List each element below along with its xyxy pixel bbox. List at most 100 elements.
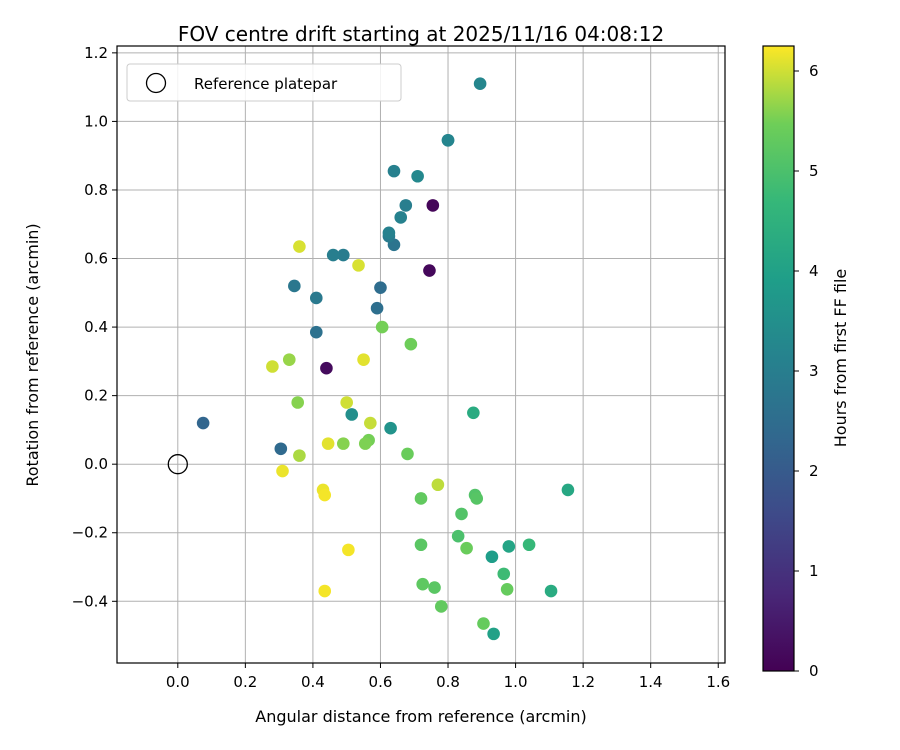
- data-point: [352, 259, 365, 272]
- plot-frame: [116, 45, 726, 664]
- data-point: [414, 538, 428, 552]
- x-axis-label: Angular distance from reference (arcmin): [255, 707, 586, 726]
- data-point: [451, 529, 465, 543]
- data-point: [428, 581, 441, 594]
- y-tick-label: 0.6: [84, 250, 108, 268]
- x-tick-label: 0.0: [166, 673, 190, 691]
- data-point: [544, 584, 558, 598]
- data-point: [477, 617, 490, 630]
- y-axis-ticks: −0.4 −0.2 0.0 0.2 0.4 0.6 0.8 1.0 1.2: [72, 44, 117, 610]
- data-point: [345, 408, 359, 421]
- colorbar: 0 1 2 3 4 5 6 Hours from first FF file: [762, 45, 850, 680]
- data-point: [321, 437, 335, 450]
- x-tick-label: 0.2: [233, 673, 257, 691]
- data-point: [196, 416, 210, 430]
- y-tick-label: −0.2: [72, 524, 108, 542]
- plot-area: [117, 46, 725, 663]
- x-tick-label: 1.6: [706, 673, 730, 691]
- data-point: [309, 291, 323, 305]
- colorbar-tick-label: 5: [809, 162, 819, 180]
- data-point: [431, 478, 445, 492]
- x-tick-label: 0.8: [436, 673, 460, 691]
- y-tick-label: 0.2: [84, 387, 108, 405]
- data-point: [467, 406, 480, 420]
- y-tick-label: 1.2: [84, 44, 108, 62]
- y-tick-label: 1.0: [84, 112, 108, 130]
- chart-title: FOV centre drift starting at 2025/11/16 …: [178, 22, 664, 46]
- x-tick-label: 1.2: [571, 673, 595, 691]
- data-point: [416, 577, 429, 591]
- colorbar-tick-label: 6: [809, 62, 819, 80]
- data-point: [364, 416, 377, 430]
- data-point: [370, 301, 384, 315]
- data-point: [502, 540, 516, 553]
- reference-platepar-marker: [167, 454, 188, 475]
- legend: Reference platepar: [126, 63, 402, 102]
- data-point: [337, 248, 350, 262]
- legend-reference-marker-icon: [145, 72, 167, 94]
- colorbar-ticks: 0 1 2 3 4 5 6: [794, 62, 819, 680]
- data-point: [411, 169, 424, 183]
- data-point: [375, 320, 389, 334]
- y-tick-label: −0.4: [72, 592, 108, 610]
- colorbar-tick-label: 3: [809, 362, 819, 380]
- colorbar-tick-label: 0: [809, 662, 819, 680]
- y-axis-label: Rotation from reference (arcmin): [23, 223, 42, 486]
- data-point: [318, 584, 332, 598]
- colorbar-tick-label: 4: [809, 262, 819, 280]
- data-point: [414, 492, 428, 505]
- data-point: [387, 164, 401, 178]
- data-point: [318, 488, 332, 502]
- y-tick-label: 0.4: [84, 318, 108, 336]
- colorbar-gradient: [763, 46, 794, 671]
- data-point: [500, 583, 514, 596]
- data-point: [293, 449, 306, 462]
- colorbar-tick-label: 2: [809, 462, 819, 480]
- data-point: [326, 248, 340, 262]
- data-point: [460, 541, 473, 555]
- data-point: [401, 447, 414, 461]
- data-point: [404, 337, 418, 351]
- data-points: [167, 77, 575, 641]
- data-point: [382, 226, 396, 240]
- data-point: [282, 353, 296, 366]
- data-point: [320, 361, 333, 375]
- data-point: [441, 133, 455, 147]
- data-point: [384, 421, 397, 435]
- data-point: [394, 211, 408, 224]
- data-point: [473, 77, 487, 91]
- y-tick-label: 0.0: [84, 455, 108, 473]
- data-point: [426, 199, 440, 212]
- legend-box: [126, 63, 402, 102]
- x-tick-label: 0.4: [301, 673, 325, 691]
- legend-label: Reference platepar: [194, 75, 338, 93]
- data-point: [487, 627, 500, 641]
- data-point: [470, 492, 484, 505]
- data-point: [485, 550, 499, 564]
- data-point: [288, 279, 301, 293]
- colorbar-label: Hours from first FF file: [831, 269, 850, 448]
- data-point: [340, 396, 353, 409]
- data-point: [522, 538, 536, 552]
- data-point: [266, 360, 279, 373]
- data-point: [561, 483, 575, 497]
- x-tick-label: 1.0: [504, 673, 528, 691]
- data-point: [423, 264, 436, 277]
- data-point: [434, 600, 448, 613]
- data-point: [276, 464, 289, 478]
- y-tick-label: 0.8: [84, 181, 108, 199]
- data-point: [358, 437, 372, 450]
- data-point: [497, 567, 511, 581]
- data-point: [342, 543, 355, 557]
- data-point: [293, 240, 306, 253]
- data-point: [374, 281, 387, 294]
- x-tick-label: 0.6: [369, 673, 393, 691]
- grid-lines: [117, 46, 725, 663]
- x-tick-label: 1.4: [639, 673, 663, 691]
- data-point: [337, 437, 350, 450]
- data-point: [309, 325, 323, 339]
- colorbar-frame: [762, 45, 795, 672]
- data-point: [274, 442, 288, 456]
